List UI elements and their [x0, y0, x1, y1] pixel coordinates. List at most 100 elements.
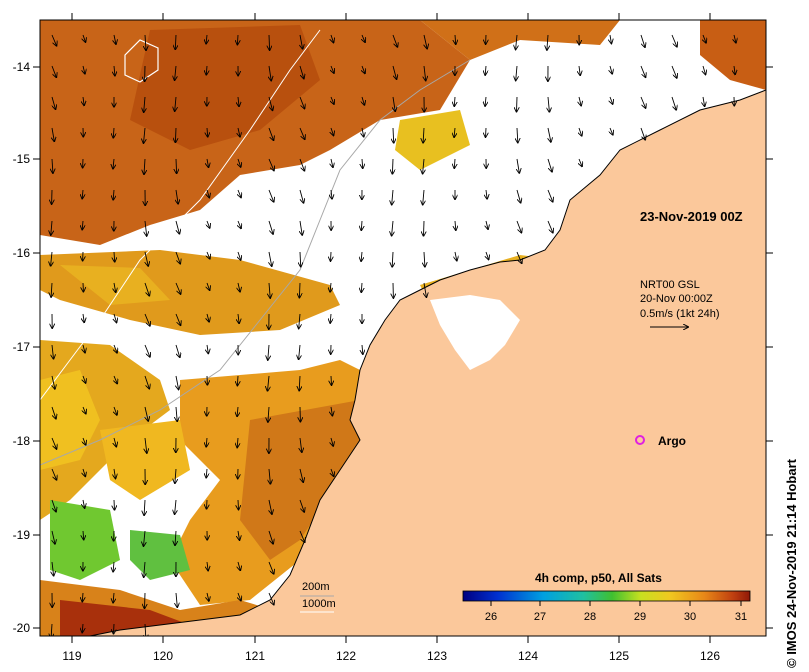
current-vector	[454, 127, 455, 137]
current-vector	[516, 220, 521, 233]
current-vector	[51, 96, 56, 109]
current-vector	[144, 158, 145, 174]
current-vector	[671, 65, 677, 78]
current-vector	[176, 158, 177, 173]
current-vector	[238, 561, 240, 570]
current-vector	[238, 127, 240, 137]
current-vector	[299, 158, 304, 171]
current-vector	[175, 282, 181, 294]
current-vector	[268, 592, 274, 605]
current-vector	[238, 499, 239, 510]
current-vector	[423, 158, 424, 174]
current-vector	[331, 251, 332, 261]
current-vector	[113, 561, 114, 572]
current-vector	[548, 127, 551, 142]
current-vector	[331, 96, 334, 104]
y-tick-label: -14	[13, 60, 31, 74]
current-vector	[51, 65, 56, 77]
current-vector	[610, 127, 613, 135]
current-vector	[207, 561, 208, 571]
current-vector	[268, 127, 274, 140]
current-vector	[299, 65, 304, 79]
current-vector	[392, 158, 393, 174]
current-vector	[330, 313, 331, 323]
current-vector	[269, 499, 272, 514]
x-tick-label: 121	[245, 649, 265, 663]
current-vector	[300, 468, 303, 482]
y-axis: -14 -15 -16 -17 -18 -19 -20	[13, 60, 773, 635]
x-tick-label: 124	[518, 649, 538, 663]
x-tick-label: 125	[609, 649, 629, 663]
current-vector	[83, 406, 86, 414]
current-vector	[52, 375, 55, 389]
current-vector	[640, 96, 646, 108]
current-legend-line3: 0.5m/s (1kt 24h)	[640, 308, 719, 320]
current-vector	[393, 96, 395, 111]
current-vector	[299, 127, 305, 139]
current-vector	[145, 220, 147, 236]
current-vector	[703, 65, 706, 74]
current-vector	[206, 65, 207, 75]
current-vector	[299, 344, 300, 359]
current-vector	[423, 127, 424, 143]
current-vector	[83, 96, 84, 105]
current-vector	[392, 189, 393, 205]
current-vector	[207, 158, 209, 167]
current-vector	[517, 127, 518, 143]
current-vector	[83, 313, 84, 322]
colorbar-tick-label: 29	[634, 611, 646, 623]
current-vector	[206, 468, 207, 478]
current-vector	[517, 158, 519, 173]
current-vector	[207, 344, 208, 353]
current-vector	[300, 251, 301, 267]
colorbar-gradient	[462, 590, 751, 602]
current-vector	[238, 530, 240, 540]
current-vector	[547, 34, 548, 50]
current-vector	[237, 437, 238, 447]
current-vector	[299, 313, 300, 328]
current-vector	[424, 251, 425, 267]
current-vector	[238, 313, 239, 323]
current-vector	[361, 282, 362, 292]
current-vector	[207, 499, 208, 509]
current-vector	[517, 96, 518, 112]
current-vector	[485, 96, 486, 106]
current-vector	[207, 313, 209, 322]
current-vector	[269, 34, 270, 50]
sst-patch-north-yellow	[395, 110, 470, 170]
current-vector	[331, 375, 332, 385]
current-vector	[299, 375, 300, 391]
current-vectors	[51, 34, 736, 636]
argo-label: Argo	[658, 434, 686, 448]
current-vector	[238, 220, 241, 228]
current-vector	[268, 530, 273, 544]
current-vector	[114, 34, 116, 44]
sst-contour	[124, 39, 159, 83]
current-vector	[547, 189, 553, 202]
current-vector	[331, 406, 332, 416]
current-vector	[51, 499, 56, 512]
argo-float-marker	[635, 435, 645, 445]
current-vector	[175, 220, 179, 234]
current-vector	[331, 127, 334, 135]
current-vector	[703, 96, 705, 106]
current-vector	[113, 127, 114, 138]
sst-patch-northeast	[420, 20, 620, 60]
sst-patch-south-yellow	[100, 420, 190, 500]
current-vector	[144, 313, 150, 326]
current-vector	[238, 282, 240, 292]
current-vector	[144, 561, 145, 577]
x-tick-label: 122	[336, 649, 356, 663]
current-vector	[145, 406, 148, 421]
sst-colorbar: 4h comp, p50, All Sats 26 27 28 29 30 31	[455, 568, 765, 634]
current-vector	[206, 34, 207, 44]
current-vector	[238, 251, 241, 260]
current-vector	[331, 437, 333, 446]
current-vector	[454, 158, 455, 168]
current-vector	[114, 623, 115, 634]
current-vector	[331, 65, 334, 73]
current-vector	[362, 344, 363, 354]
current-vector	[300, 437, 302, 452]
current-vector	[114, 282, 116, 292]
current-vector	[454, 96, 455, 106]
